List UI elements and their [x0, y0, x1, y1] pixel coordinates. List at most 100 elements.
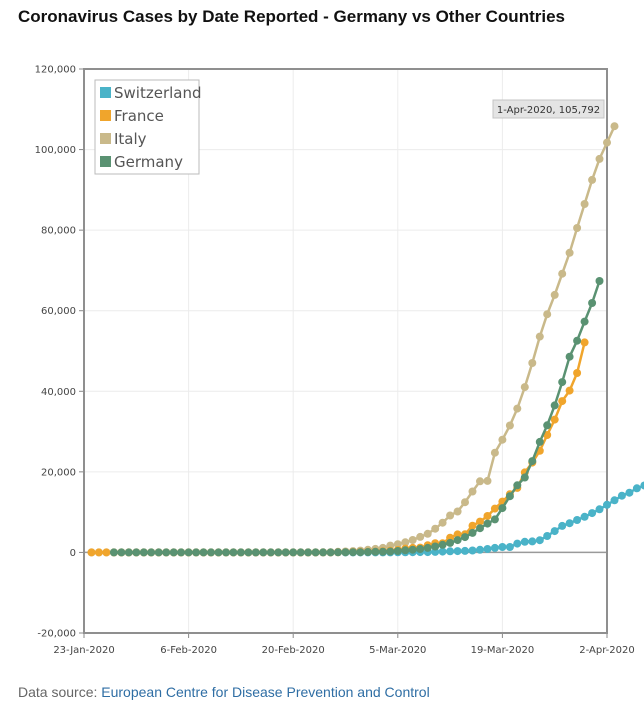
- switzerland-point: [483, 545, 492, 553]
- italy-point: [603, 138, 611, 147]
- italy-point: [535, 332, 544, 341]
- germany-point: [334, 548, 342, 557]
- switzerland-point: [543, 532, 552, 540]
- france-point: [580, 338, 589, 347]
- x-tick-label: 20-Feb-2020: [262, 645, 325, 656]
- switzerland-point: [610, 496, 619, 505]
- france-point: [490, 504, 499, 513]
- germany-point: [139, 548, 148, 557]
- germany-point: [438, 540, 447, 549]
- legend-label-italy: Italy: [114, 130, 147, 148]
- germany-point: [184, 548, 193, 557]
- france-point: [565, 386, 574, 395]
- switzerland-point: [505, 543, 514, 551]
- switzerland-point: [453, 547, 462, 556]
- germany-point: [259, 548, 268, 557]
- germany-point: [461, 533, 469, 542]
- germany-point: [117, 548, 126, 557]
- germany-point: [543, 421, 552, 430]
- germany-point: [490, 515, 499, 524]
- x-tick-label: 19-Mar-2020: [471, 645, 535, 656]
- legend-label-germany: Germany: [114, 153, 183, 171]
- italy-point: [573, 224, 582, 232]
- germany-point: [401, 546, 410, 555]
- y-tick-label: 60,000: [41, 306, 76, 317]
- italy-point: [588, 175, 597, 184]
- germany-point: [304, 548, 313, 557]
- germany-point: [319, 548, 328, 557]
- germany-point: [453, 536, 462, 545]
- italy-point: [490, 448, 499, 457]
- germany-point: [192, 548, 201, 557]
- data-source-label: Data source:: [18, 684, 98, 700]
- germany-point: [520, 473, 529, 482]
- x-tick-label: 6-Feb-2020: [160, 645, 217, 656]
- germany-point: [214, 548, 223, 557]
- italy-point: [416, 532, 425, 541]
- switzerland-point: [588, 509, 597, 518]
- data-source-note: Data source: European Centre for Disease…: [18, 684, 430, 700]
- germany-point: [416, 545, 425, 553]
- italy-point: [520, 383, 529, 392]
- series-germany: [109, 277, 604, 557]
- italy-point: [595, 154, 604, 163]
- switzerland-point: [617, 491, 626, 500]
- y-tick-label: 20,000: [41, 467, 76, 478]
- italy-point: [408, 536, 417, 544]
- germany-point: [274, 548, 283, 557]
- legend: Switzerland France Italy Germany: [94, 79, 202, 175]
- italy-point: [550, 290, 559, 299]
- germany-point: [580, 317, 589, 326]
- germany-point: [147, 548, 156, 557]
- y-tick-label: -20,000: [37, 629, 76, 640]
- italy-point: [476, 477, 484, 486]
- germany-point: [251, 548, 260, 557]
- germany-point: [513, 481, 522, 490]
- legend-label-switzerland: Switzerland: [114, 84, 202, 102]
- italy-point: [528, 359, 537, 367]
- switzerland-point: [513, 539, 522, 548]
- germany-point: [371, 547, 380, 556]
- germany-point: [281, 548, 290, 557]
- germany-point: [109, 548, 118, 557]
- germany-point: [595, 277, 604, 285]
- italy-point: [543, 310, 552, 319]
- switzerland-point: [558, 521, 567, 530]
- switzerland-point: [498, 543, 507, 551]
- tooltip: 1-Apr-2020, 105,792: [492, 99, 605, 119]
- germany-point: [236, 548, 245, 557]
- france-point: [87, 548, 96, 557]
- legend-box: [94, 79, 200, 175]
- italy-point: [431, 524, 440, 533]
- germany-point: [588, 299, 597, 307]
- italy-point: [505, 421, 514, 430]
- germany-point: [476, 524, 484, 533]
- germany-point: [289, 548, 298, 557]
- france-point: [102, 548, 111, 557]
- germany-point: [423, 543, 432, 552]
- germany-point: [199, 548, 208, 557]
- france-line: [91, 342, 586, 554]
- germany-point: [498, 504, 507, 513]
- switzerland-point: [595, 505, 604, 514]
- germany-point: [446, 538, 455, 547]
- switzerland-point: [550, 527, 559, 536]
- germany-point: [296, 548, 305, 557]
- france-point: [543, 431, 552, 439]
- france-point: [94, 548, 103, 557]
- italy-point: [423, 529, 432, 538]
- switzerland-point: [461, 546, 469, 555]
- italy-point: [513, 404, 522, 413]
- x-tick-label: 2-Apr-2020: [579, 645, 634, 656]
- france-point: [573, 369, 582, 377]
- france-point: [468, 521, 477, 530]
- data-source-link[interactable]: European Centre for Disease Prevention a…: [101, 684, 430, 700]
- plot-frame: [83, 68, 608, 634]
- line-chart: -20,000 0 20,000 40,000 60,000 80,000 100,000 1…: [35, 65, 644, 656]
- germany-point: [169, 548, 178, 557]
- legend-swatch: [100, 110, 111, 121]
- italy-point: [438, 518, 447, 527]
- y-tick-label: 0: [70, 548, 76, 559]
- germany-point: [431, 542, 440, 551]
- germany-point: [386, 547, 395, 556]
